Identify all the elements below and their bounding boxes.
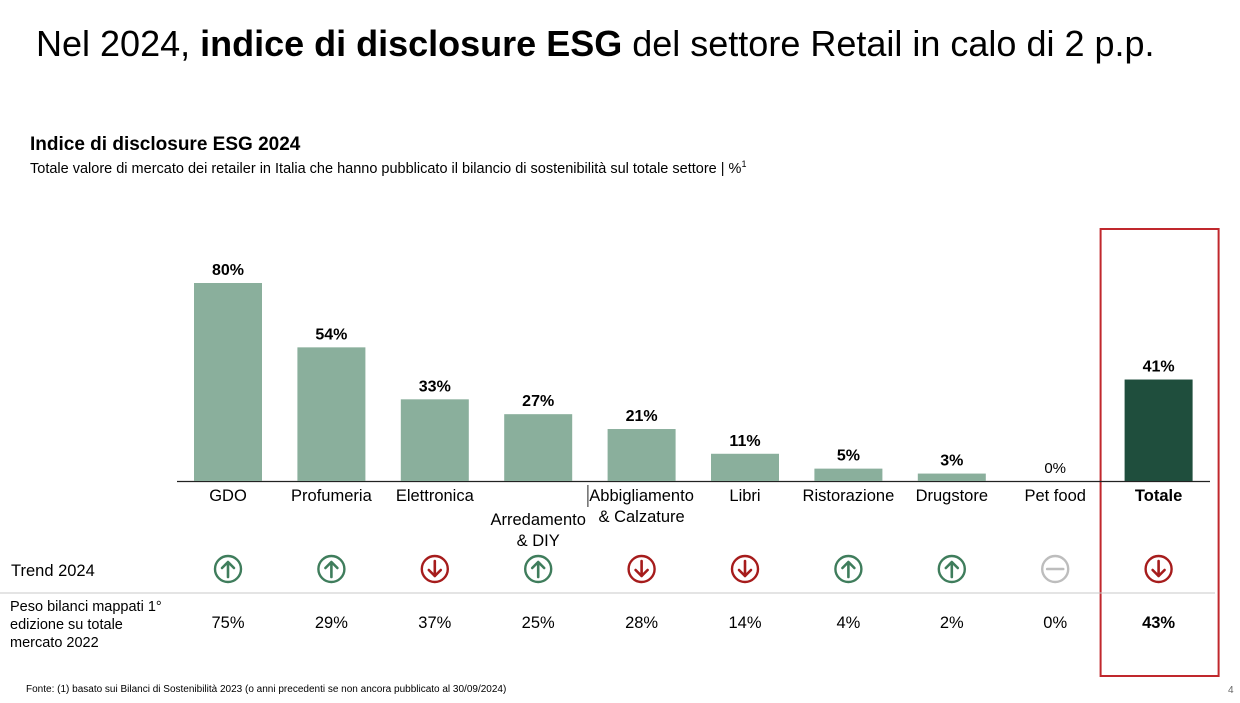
bar <box>504 414 573 481</box>
trend-down-icon <box>420 554 449 584</box>
weight-value: 4% <box>836 614 860 632</box>
bar <box>917 473 986 481</box>
chart-subtitle: Totale valore di mercato dei retailer in… <box>30 159 746 177</box>
headline-prefix: Nel 2024, <box>36 23 201 64</box>
data-label: 21% <box>626 408 658 425</box>
data-label: 11% <box>729 433 760 450</box>
page-number: 4 <box>1228 685 1234 696</box>
category-label: & DIY <box>517 532 560 550</box>
weight-value: 25% <box>522 614 555 632</box>
weight-value: 14% <box>728 614 761 632</box>
category-label: Pet food <box>1024 487 1085 505</box>
data-label: 27% <box>522 393 554 410</box>
bar <box>1124 379 1193 481</box>
weight-value: 2% <box>940 614 964 632</box>
headline-suffix: del settore Retail in calo di 2 p.p. <box>622 23 1155 64</box>
data-label: 5% <box>837 448 860 465</box>
chart-title: Indice di disclosure ESG 2024 <box>30 134 301 155</box>
source-footnote: Fonte: (1) basato sui Bilanci di Sosteni… <box>26 684 507 695</box>
page-headline: Nel 2024, indice di disclosure ESG del s… <box>36 22 1155 66</box>
bar <box>607 429 676 481</box>
bar <box>814 468 883 481</box>
trend-up-icon <box>937 554 966 584</box>
weights-row-label: edizione su totale <box>10 617 123 633</box>
category-label: GDO <box>209 487 247 505</box>
category-label: & Calzature <box>598 508 684 526</box>
bar <box>711 453 779 481</box>
category-label: Libri <box>729 487 760 505</box>
data-label: 80% <box>212 262 244 279</box>
bar <box>400 399 469 481</box>
bar <box>297 347 366 481</box>
trend-up-icon <box>213 554 243 584</box>
category-label: Drugstore <box>916 487 988 505</box>
weight-value: 28% <box>625 614 658 632</box>
data-label: 41% <box>1143 359 1175 376</box>
data-label: 54% <box>315 326 347 343</box>
bar <box>194 283 262 481</box>
category-label: Ristorazione <box>803 487 895 505</box>
weights-row-label: mercato 2022 <box>10 635 99 651</box>
weights-row-label: Peso bilanci mappati 1° <box>10 599 162 615</box>
trend-down-icon <box>730 554 760 584</box>
category-label: Elettronica <box>396 487 475 505</box>
chart-subtitle-footnote-ref: 1 <box>741 159 747 169</box>
trend-down-icon <box>627 554 656 584</box>
category-label: Abbigliamento <box>589 487 694 505</box>
category-label: Totale <box>1135 487 1182 505</box>
weight-value: 0% <box>1043 614 1067 632</box>
headline-bold: indice di disclosure ESG <box>200 23 623 64</box>
weight-value: 29% <box>315 614 348 632</box>
trend-flat-icon <box>1040 554 1070 584</box>
chart-subtitle-text: Totale valore di mercato dei retailer in… <box>30 160 742 177</box>
trend-row-label: Trend 2024 <box>11 562 95 580</box>
weight-value: 75% <box>211 614 244 632</box>
data-label: 33% <box>419 378 451 395</box>
trend-up-icon <box>317 554 346 584</box>
highlight-box <box>1099 228 1220 677</box>
weight-value: 43% <box>1142 614 1175 632</box>
data-label: 3% <box>940 453 963 470</box>
category-label: Arredamento <box>491 511 586 529</box>
trend-up-icon <box>524 554 553 584</box>
category-label: Profumeria <box>291 487 373 505</box>
weight-value: 37% <box>418 614 451 632</box>
data-label: 0% <box>1044 460 1066 477</box>
trend-down-icon <box>1144 554 1173 584</box>
trend-up-icon <box>834 554 863 584</box>
